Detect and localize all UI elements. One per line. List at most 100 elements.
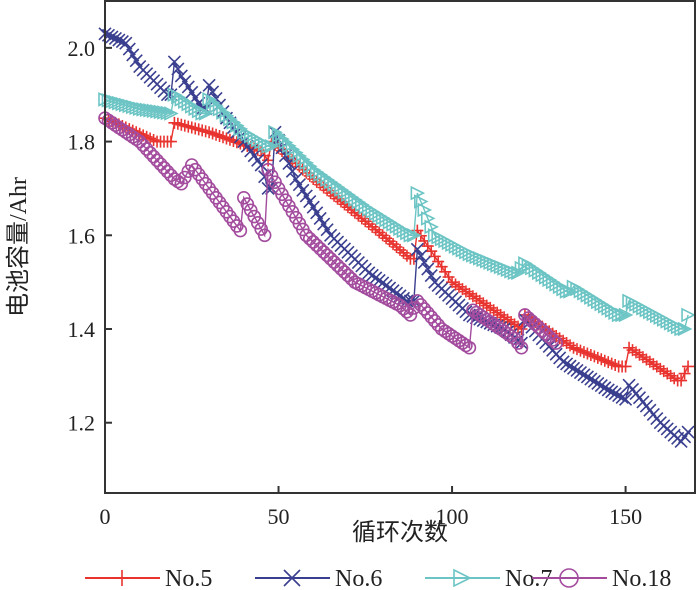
circle-shape — [490, 319, 504, 334]
circle-marker — [414, 298, 428, 312]
circle-marker — [476, 310, 491, 325]
x-shape — [612, 388, 626, 403]
triangle-right-marker — [136, 101, 151, 117]
circle-marker — [434, 322, 449, 336]
triangle-right-marker — [615, 307, 630, 323]
x-marker — [129, 54, 143, 68]
triangle-right-marker — [611, 307, 627, 323]
triangle-shape — [563, 284, 578, 299]
x-shape — [566, 361, 581, 375]
plus-marker — [515, 323, 528, 335]
circle-shape — [157, 161, 171, 175]
x-marker — [424, 269, 438, 283]
triangle-right-marker — [302, 158, 318, 174]
circle-shape — [469, 305, 484, 320]
x-marker — [563, 359, 577, 373]
circle-marker — [479, 312, 494, 327]
circle-shape — [108, 118, 123, 132]
series-No.18 — [98, 111, 563, 355]
circle-shape — [504, 329, 518, 343]
x-marker — [410, 242, 424, 256]
x-shape — [608, 387, 622, 401]
circle-marker — [500, 326, 515, 341]
triangle-right-marker — [275, 131, 290, 147]
circle-marker — [171, 174, 185, 189]
circle-marker — [559, 568, 579, 588]
x-shape — [577, 368, 591, 382]
triangle-shape — [403, 227, 419, 243]
x-shape — [126, 48, 140, 62]
x-marker — [608, 387, 622, 401]
circle-shape — [146, 149, 161, 164]
x-shape — [202, 78, 216, 92]
x-marker — [598, 381, 612, 395]
triangle-right-marker — [150, 104, 165, 119]
series-No.6 — [98, 27, 695, 449]
triangle-right-marker — [223, 111, 238, 127]
circle-shape — [427, 314, 442, 328]
x-marker — [122, 42, 136, 56]
circle-marker — [150, 153, 164, 168]
x-shape — [594, 379, 608, 393]
circle-shape — [424, 310, 439, 324]
circle-shape — [476, 310, 491, 325]
circle-shape — [483, 315, 498, 329]
x-shape — [410, 242, 424, 256]
triangle-shape — [164, 106, 179, 121]
y-tick-label: 1.6 — [68, 223, 96, 248]
x-axis-label: 循环次数 — [352, 519, 448, 546]
circle-marker — [504, 329, 518, 343]
circle-marker — [486, 317, 501, 332]
circle-marker — [438, 324, 452, 339]
x-shape — [587, 374, 601, 388]
circle-marker — [514, 340, 529, 355]
x-shape — [171, 62, 185, 76]
circle-marker — [410, 294, 425, 308]
circle-shape — [545, 333, 560, 347]
circle-marker — [427, 314, 442, 328]
x-shape — [261, 181, 275, 195]
triangle-shape — [264, 138, 280, 154]
triangle-shape — [302, 158, 318, 174]
circle-marker — [122, 127, 137, 142]
circle-marker — [153, 157, 168, 171]
triangle-shape — [292, 148, 308, 164]
plus-marker — [682, 360, 695, 373]
triangle-right-marker — [226, 115, 242, 130]
x-marker — [254, 158, 268, 172]
x-shape — [601, 383, 615, 397]
circle-shape — [136, 138, 150, 153]
circle-marker — [493, 322, 508, 336]
triangle-shape — [150, 104, 165, 119]
circle-shape — [410, 294, 425, 308]
triangle-right-marker — [559, 284, 575, 299]
triangle-shape — [226, 115, 242, 130]
triangle-right-marker — [563, 284, 578, 299]
x-marker — [285, 164, 299, 178]
x-shape — [570, 363, 584, 378]
plus-shape — [675, 374, 688, 387]
plus-shape — [515, 323, 528, 335]
circle-marker — [143, 146, 157, 160]
triangle-right-marker — [205, 95, 221, 110]
triangle-shape — [209, 98, 224, 114]
triangle-shape — [296, 152, 311, 167]
triangle-shape — [407, 227, 422, 243]
x-marker — [570, 363, 584, 378]
circle-shape — [167, 172, 182, 186]
circle-marker — [466, 303, 480, 318]
x-marker — [577, 368, 591, 382]
triangle-shape — [511, 265, 526, 281]
triangle-right-marker — [202, 92, 217, 107]
triangle-right-marker — [299, 155, 315, 171]
x-marker — [119, 36, 133, 50]
x-shape — [285, 164, 299, 178]
triangle-right-marker — [618, 307, 634, 323]
triangle-right-marker — [261, 138, 276, 154]
x-marker — [556, 355, 570, 369]
x-marker — [105, 30, 119, 44]
x-shape — [414, 249, 428, 263]
triangle-shape — [153, 104, 169, 120]
y-tick-label: 1.8 — [68, 130, 96, 155]
x-marker — [601, 383, 615, 397]
